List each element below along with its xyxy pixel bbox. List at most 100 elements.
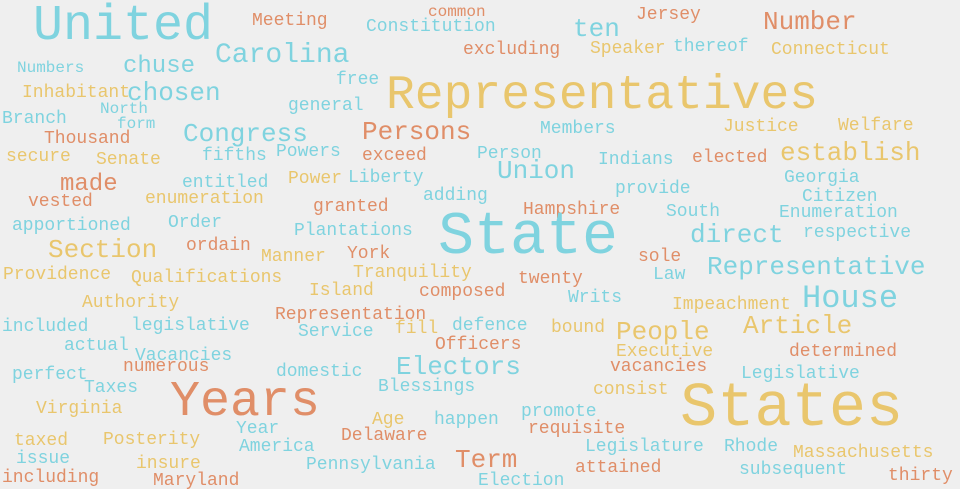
word-jersey: Jersey [636, 5, 701, 25]
word-numbers: Numbers [17, 59, 85, 77]
word-connecticut: Connecticut [771, 40, 890, 60]
word-pennsylvania: Pennsylvania [306, 455, 436, 475]
word-representative: Representative [707, 252, 926, 282]
word-law: Law [653, 265, 686, 285]
word-plantations: Plantations [294, 221, 413, 241]
word-powers: Powers [276, 142, 341, 162]
word-officers: Officers [435, 335, 522, 355]
word-term: Term [455, 445, 518, 475]
word-senate: Senate [96, 150, 161, 170]
word-general: general [288, 96, 364, 116]
word-insure: insure [136, 454, 201, 474]
word-numerous: numerous [123, 357, 210, 377]
word-ordain: ordain [186, 236, 251, 256]
word-electors: Electors [396, 352, 521, 382]
word-welfare: Welfare [838, 116, 914, 136]
word-maryland: Maryland [153, 471, 240, 489]
word-massachusetts: Massachusetts [793, 443, 934, 463]
word-chuse: chuse [123, 53, 196, 80]
word-york: York [347, 244, 391, 264]
word-domestic: domestic [276, 362, 363, 382]
word-members: Members [540, 119, 616, 139]
word-article: Article [743, 311, 853, 341]
word-age: Age [372, 410, 405, 430]
word-inhabitant: Inhabitant [22, 83, 131, 103]
word-granted: granted [313, 197, 389, 217]
word-election: Election [478, 471, 565, 489]
word-excluding: excluding [463, 40, 561, 60]
word-exceed: exceed [362, 146, 427, 166]
word-delaware: Delaware [341, 426, 428, 446]
word-perfect: perfect [12, 365, 88, 385]
word-writs: Writs [568, 288, 623, 308]
word-branch: Branch [2, 109, 67, 129]
word-apportioned: apportioned [12, 216, 131, 236]
word-sole: sole [638, 247, 682, 267]
word-elected: elected [692, 148, 768, 168]
word-taxed: taxed [14, 431, 69, 451]
word-qualifications: Qualifications [131, 268, 283, 288]
word-determined: determined [789, 342, 898, 362]
word-made: made [60, 171, 118, 198]
word-speaker: Speaker [590, 39, 666, 59]
word-blessings: Blessings [378, 377, 476, 397]
word-executive: Executive [616, 342, 714, 362]
word-meeting: Meeting [252, 11, 328, 31]
word-georgia: Georgia [784, 168, 860, 188]
word-tranquility: Tranquility [353, 263, 472, 283]
word-united: United [33, 0, 214, 55]
word-legislative: legislative [131, 316, 250, 336]
word-representation: Representation [275, 305, 427, 325]
word-issue: issue [16, 449, 71, 469]
word-person: Person [477, 144, 542, 164]
word-north: North [100, 100, 149, 118]
word-america: America [239, 437, 315, 457]
word-fifths: fifths [202, 146, 267, 166]
word-bound: bound [551, 318, 606, 338]
word-authority: Authority [82, 293, 180, 313]
word-number: Number [763, 7, 857, 37]
word-impeachment: Impeachment [672, 295, 791, 315]
word-thousand: Thousand [44, 129, 131, 149]
word-form: form [117, 115, 156, 133]
word-consist: consist [593, 380, 669, 400]
word-chosen: chosen [127, 78, 221, 108]
word-people: People [616, 317, 710, 347]
word-direct: direct [690, 220, 784, 250]
word-states: States [680, 373, 904, 444]
word-enumeration-cap: Enumeration [779, 203, 898, 223]
word-persons: Persons [362, 117, 472, 147]
word-posterity: Posterity [103, 430, 201, 450]
word-ten: ten [573, 14, 620, 44]
word-service: Service [298, 322, 374, 342]
word-vacancies: vacancies [610, 357, 708, 377]
word-years: Years [170, 374, 321, 431]
word-rhode: Rhode [724, 437, 779, 457]
word-liberty: Liberty [348, 168, 424, 188]
word-legislative-cap: Legislative [741, 364, 860, 384]
word-vested: vested [28, 192, 93, 212]
word-indians: Indians [598, 150, 674, 170]
word-entitled: entitled [182, 173, 269, 193]
word-thirty: thirty [888, 466, 953, 486]
word-south: South [666, 202, 721, 222]
word-citizen: Citizen [802, 187, 878, 207]
word-included: included [2, 317, 89, 337]
word-carolina: Carolina [215, 40, 350, 71]
word-defence: defence [452, 316, 528, 336]
word-adding: adding [423, 186, 488, 206]
word-union: Union [497, 156, 576, 186]
word-virginia: Virginia [36, 399, 123, 419]
word-vacancies-cap: Vacancies [135, 346, 233, 366]
word-taxes: Taxes [84, 378, 139, 398]
word-provide: provide [615, 179, 691, 199]
word-actual: actual [64, 336, 129, 356]
word-justice: Justice [723, 117, 799, 137]
word-establish: establish [780, 138, 921, 168]
word-composed: composed [419, 282, 506, 302]
word-fill: fill [395, 319, 439, 339]
word-thereof: thereof [673, 37, 749, 57]
word-promote: promote [521, 402, 597, 422]
word-constitution: Constitution [366, 17, 496, 37]
